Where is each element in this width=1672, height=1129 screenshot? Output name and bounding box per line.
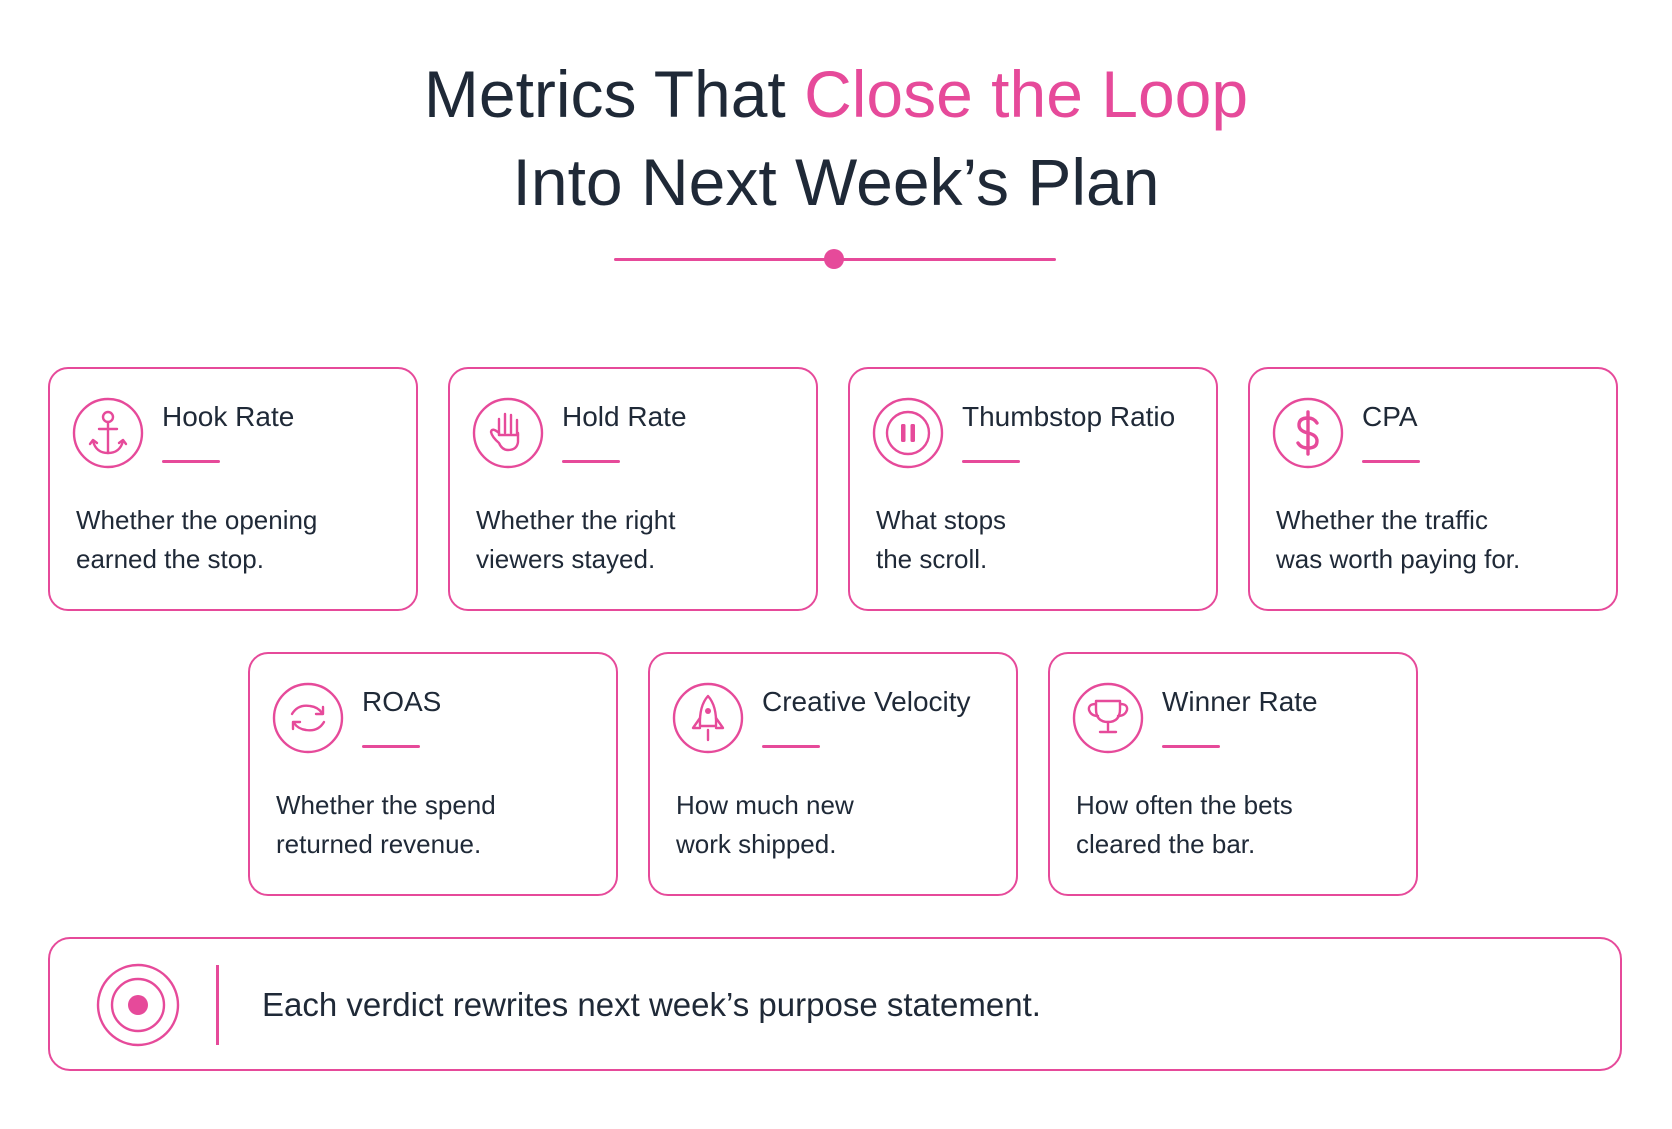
title-line1: Metrics That Close the Loop: [423, 57, 1249, 131]
metric-underline: [162, 460, 220, 463]
trophy-icon: [1072, 682, 1144, 754]
rocket-icon: [672, 682, 744, 754]
metric-description: Whether the right viewers stayed.: [476, 505, 676, 574]
metric-description: Whether the spend returned revenue.: [276, 790, 496, 859]
summary-banner: Each verdict rewrites next week’s purpos…: [48, 937, 1622, 1071]
metric-underline: [1362, 460, 1420, 463]
metric-name: Thumbstop Ratio: [962, 401, 1176, 432]
page-title: Metrics That Close the Loop Into Next We…: [0, 50, 1672, 226]
metric-underline: [962, 460, 1020, 463]
hand-icon: [472, 397, 544, 469]
title-line2: Into Next Week’s Plan: [512, 145, 1160, 219]
metric-card-thumbstop-ratio: Thumbstop Ratio What stops the scroll.: [848, 367, 1218, 611]
metric-underline: [762, 745, 820, 748]
metric-card-hold-rate: Hold Rate Whether the right viewers staye…: [448, 367, 818, 611]
metric-card-cpa: CPA Whether the traffic was worth paying …: [1248, 367, 1618, 611]
metric-description: Whether the opening earned the stop.: [76, 505, 318, 574]
title-divider-dot: [824, 249, 844, 269]
metric-name: Creative Velocity: [762, 686, 971, 717]
cycle-arrows-icon: [272, 682, 344, 754]
metric-card-roas: ROAS Whether the spend returned revenue.: [248, 652, 618, 896]
metric-description: What stops the scroll.: [876, 505, 1007, 574]
banner-text: Each verdict rewrites next week’s purpos…: [262, 986, 1041, 1023]
target-icon: [96, 963, 180, 1047]
metric-card-winner-rate: Winner Rate How often the bets cleared th…: [1048, 652, 1418, 896]
pause-icon: [872, 397, 944, 469]
metric-underline: [362, 745, 420, 748]
metric-name: ROAS: [362, 686, 442, 717]
metric-card-hook-rate: Hook Rate Whether the opening earned the …: [48, 367, 418, 611]
metric-card-creative-velocity: Creative Velocity How much new work shipp…: [648, 652, 1018, 896]
metric-description: Whether the traffic was worth paying for.: [1276, 505, 1521, 574]
metric-name: Hook Rate: [162, 401, 295, 432]
anchor-icon: [72, 397, 144, 469]
metric-description: How often the bets cleared the bar.: [1076, 790, 1293, 859]
metric-description: How much new work shipped.: [676, 790, 854, 859]
dollar-icon: [1272, 397, 1344, 469]
metric-underline: [1162, 745, 1220, 748]
title-accent: Close the Loop: [804, 57, 1249, 131]
banner-separator: [216, 965, 219, 1045]
metric-name: CPA: [1362, 401, 1418, 432]
metric-underline: [562, 460, 620, 463]
metric-name: Hold Rate: [562, 401, 687, 432]
metric-name: Winner Rate: [1162, 686, 1318, 717]
